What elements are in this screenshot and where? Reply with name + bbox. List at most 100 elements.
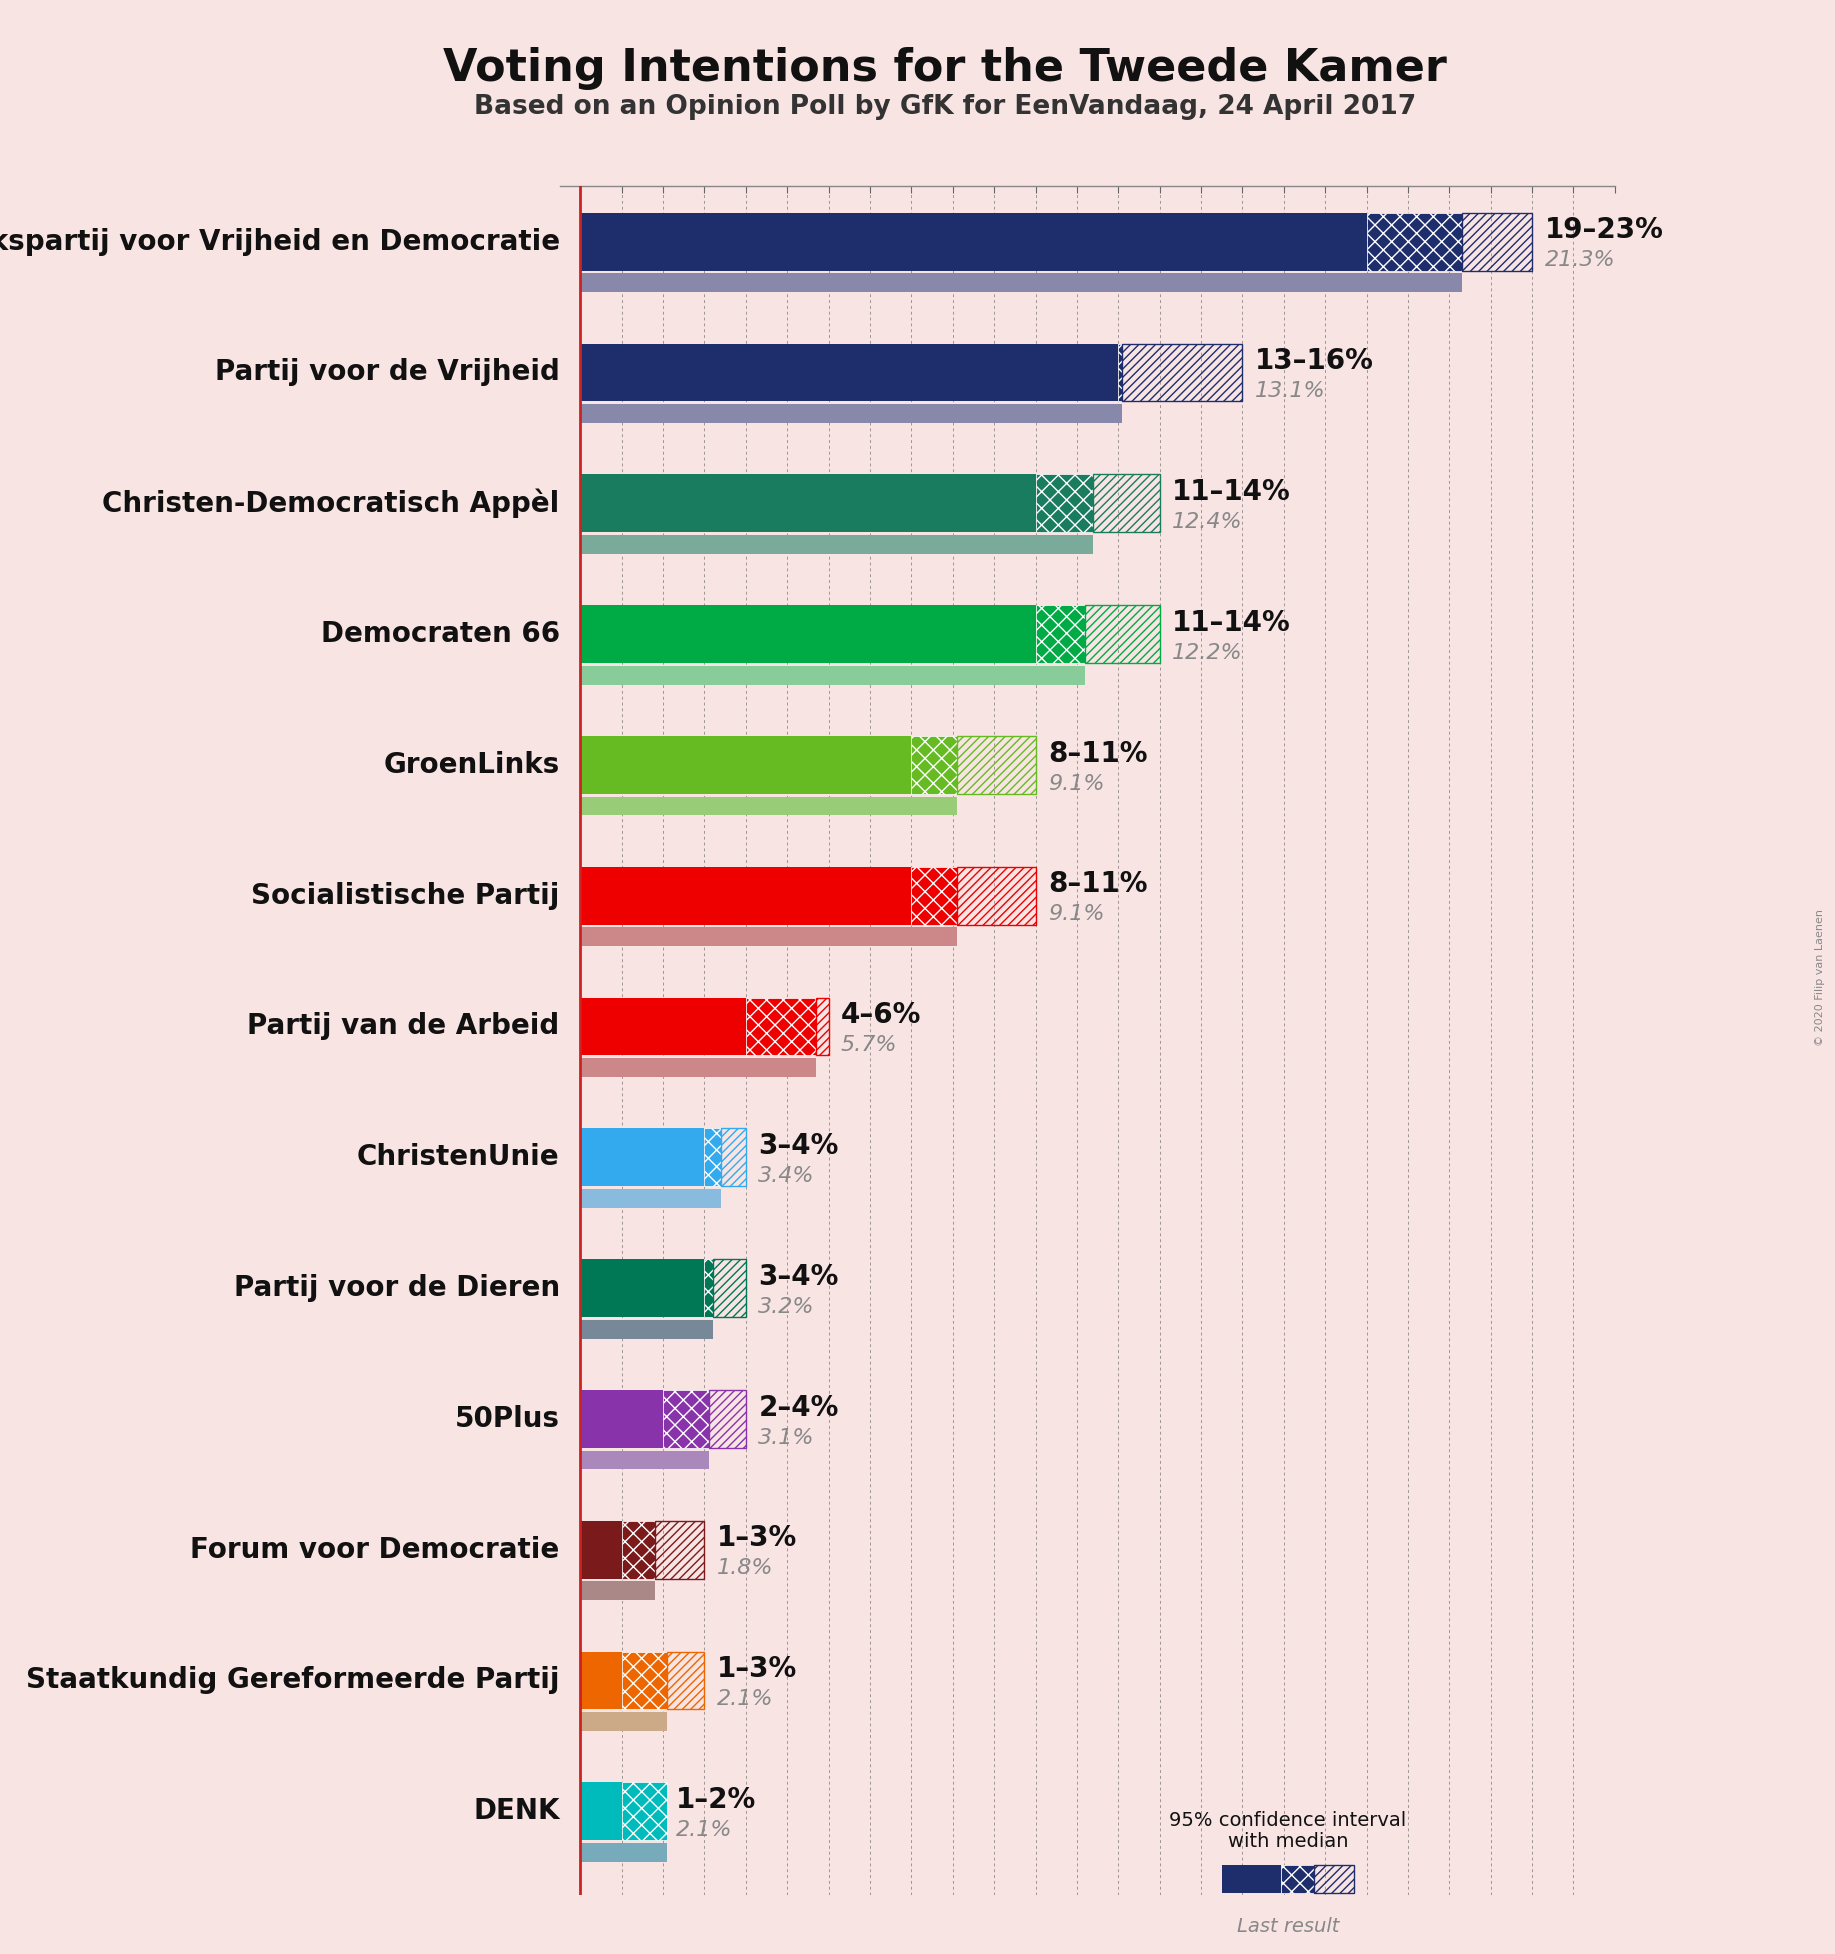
Text: 9.1%: 9.1%	[1048, 774, 1105, 793]
Text: 1–3%: 1–3%	[717, 1524, 796, 1553]
Text: 8–11%: 8–11%	[1048, 870, 1147, 899]
Bar	[580, 737, 912, 793]
Text: Partij voor de Dieren: Partij voor de Dieren	[233, 1274, 560, 1301]
Text: 21.3%: 21.3%	[1545, 250, 1615, 270]
Bar	[580, 404, 1123, 422]
Bar	[668, 1651, 705, 1710]
Bar	[580, 1581, 655, 1600]
Text: 1.8%: 1.8%	[717, 1559, 773, 1579]
Text: Partij voor de Vrijheid: Partij voor de Vrijheid	[215, 358, 560, 387]
Bar	[1222, 1864, 1281, 1893]
Bar	[580, 1389, 662, 1448]
Text: 12.4%: 12.4%	[1173, 512, 1242, 531]
Bar	[622, 1651, 668, 1710]
Bar	[580, 606, 1035, 662]
Text: 2–4%: 2–4%	[758, 1393, 839, 1423]
Bar	[580, 797, 956, 815]
Text: 1–3%: 1–3%	[717, 1655, 796, 1682]
Text: Socialistische Partij: Socialistische Partij	[251, 881, 560, 911]
Bar	[580, 1843, 668, 1862]
Bar	[721, 1127, 745, 1186]
Bar	[1367, 213, 1462, 272]
Bar	[956, 868, 1035, 924]
Bar	[1462, 213, 1532, 272]
Bar	[622, 1520, 655, 1579]
Bar	[580, 1450, 708, 1469]
Bar	[1281, 1864, 1314, 1893]
Bar	[1035, 606, 1084, 662]
Bar	[956, 737, 1035, 793]
Text: 50Plus: 50Plus	[455, 1405, 560, 1432]
Text: 3.1%: 3.1%	[758, 1428, 815, 1448]
Text: Democraten 66: Democraten 66	[321, 619, 560, 649]
Bar	[580, 998, 745, 1055]
Bar	[580, 666, 1084, 684]
Text: Last result: Last result	[1237, 1917, 1340, 1936]
Text: 12.2%: 12.2%	[1173, 643, 1242, 662]
Bar	[1222, 1895, 1354, 1907]
Text: 3–4%: 3–4%	[758, 1262, 839, 1292]
Text: Christen-Democratisch Appèl: Christen-Democratisch Appèl	[103, 488, 560, 518]
Bar	[712, 1258, 745, 1317]
Bar	[1094, 475, 1160, 531]
Text: GroenLinks: GroenLinks	[384, 750, 560, 780]
Bar	[1118, 344, 1123, 401]
Bar	[1123, 344, 1242, 401]
Text: 3.2%: 3.2%	[758, 1297, 815, 1317]
Text: 19–23%: 19–23%	[1545, 217, 1663, 244]
Bar	[580, 1651, 622, 1710]
Bar	[580, 868, 912, 924]
Text: 2.1%: 2.1%	[717, 1688, 773, 1710]
Text: 13–16%: 13–16%	[1255, 348, 1374, 375]
Text: 3–4%: 3–4%	[758, 1131, 839, 1161]
Bar	[705, 1258, 712, 1317]
Text: ChristenUnie: ChristenUnie	[358, 1143, 560, 1170]
Bar	[912, 737, 956, 793]
Bar	[580, 344, 1118, 401]
Bar	[580, 213, 1367, 272]
Bar	[580, 1782, 622, 1841]
Text: © 2020 Filip van Laenen: © 2020 Filip van Laenen	[1815, 909, 1826, 1045]
Text: 13.1%: 13.1%	[1255, 381, 1325, 401]
Bar	[705, 1127, 721, 1186]
Text: Volkspartij voor Vrijheid en Democratie: Volkspartij voor Vrijheid en Democratie	[0, 229, 560, 256]
Bar	[912, 868, 956, 924]
Text: with median: with median	[1228, 1831, 1349, 1850]
Text: 2.1%: 2.1%	[675, 1819, 732, 1841]
Text: 9.1%: 9.1%	[1048, 905, 1105, 924]
Text: 1–2%: 1–2%	[675, 1786, 756, 1813]
Text: 8–11%: 8–11%	[1048, 741, 1147, 768]
Bar	[655, 1520, 705, 1579]
Bar	[580, 274, 1462, 293]
Bar	[580, 1059, 817, 1077]
Text: DENK: DENK	[473, 1798, 560, 1825]
Text: 3.4%: 3.4%	[758, 1167, 815, 1186]
Text: 11–14%: 11–14%	[1173, 479, 1290, 506]
Bar	[580, 475, 1035, 531]
Bar	[622, 1782, 668, 1841]
Text: Based on an Opinion Poll by GfK for EenVandaag, 24 April 2017: Based on an Opinion Poll by GfK for EenV…	[473, 94, 1417, 119]
Bar	[580, 928, 956, 946]
Text: 95% confidence interval: 95% confidence interval	[1169, 1811, 1407, 1831]
Text: Voting Intentions for the Tweede Kamer: Voting Intentions for the Tweede Kamer	[442, 47, 1448, 90]
Bar	[580, 1127, 705, 1186]
Bar	[580, 1319, 712, 1338]
Bar	[745, 998, 817, 1055]
Bar	[580, 1258, 705, 1317]
Bar	[580, 1190, 721, 1208]
Bar	[580, 535, 1094, 553]
Text: Forum voor Democratie: Forum voor Democratie	[191, 1536, 560, 1563]
Text: 4–6%: 4–6%	[840, 1000, 921, 1030]
Text: 5.7%: 5.7%	[840, 1036, 897, 1055]
Bar	[817, 998, 829, 1055]
Bar	[708, 1389, 745, 1448]
Bar	[580, 1712, 668, 1731]
Bar	[1084, 606, 1160, 662]
Text: Partij van de Arbeid: Partij van de Arbeid	[248, 1012, 560, 1040]
Bar	[1035, 475, 1094, 531]
Bar	[580, 1520, 622, 1579]
Bar	[1314, 1864, 1354, 1893]
Text: 11–14%: 11–14%	[1173, 610, 1290, 637]
Bar	[662, 1389, 708, 1448]
Text: Staatkundig Gereformeerde Partij: Staatkundig Gereformeerde Partij	[26, 1667, 560, 1694]
